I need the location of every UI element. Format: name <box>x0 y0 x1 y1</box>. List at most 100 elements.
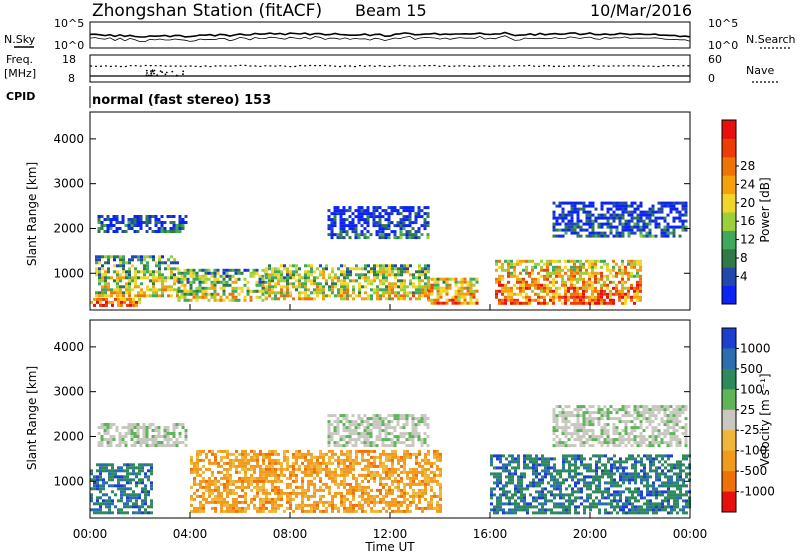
echo-cell <box>367 270 370 274</box>
echo-cell <box>169 227 173 230</box>
echo-cell <box>349 491 352 495</box>
echo-cell <box>517 502 520 506</box>
echo-cell <box>378 227 382 231</box>
echo-cell <box>334 473 337 477</box>
echo-cell <box>427 500 430 504</box>
echo-cell <box>136 230 140 233</box>
echo-cell <box>286 282 289 286</box>
echo-cell <box>234 295 238 299</box>
echo-cell <box>160 221 164 224</box>
echo-cell <box>499 454 502 458</box>
echo-cell <box>228 283 232 287</box>
echo-cell <box>115 215 119 218</box>
echo-cell <box>367 464 370 468</box>
echo-cell <box>399 206 403 210</box>
echo-cell <box>549 271 552 275</box>
echo-cell <box>349 449 352 453</box>
echo-cell <box>622 511 625 515</box>
echo-cell <box>97 221 101 224</box>
echo-cell <box>109 423 113 426</box>
echo-cell <box>258 295 262 299</box>
echo-cell <box>642 222 646 226</box>
echo-cell <box>135 466 138 470</box>
echo-cell <box>238 464 241 468</box>
echo-cell <box>274 461 277 465</box>
echo-cell <box>367 467 370 471</box>
echo-cell <box>301 500 304 504</box>
echo-cell <box>370 449 373 453</box>
echo-cell <box>361 267 364 271</box>
echo-cell <box>123 297 126 301</box>
echo-cell <box>363 426 367 430</box>
echo-cell <box>96 481 99 485</box>
echo-cell <box>681 222 685 226</box>
echo-cell <box>128 267 131 271</box>
echo-cell <box>310 279 313 283</box>
echo-cell <box>391 273 394 277</box>
echo-cell <box>271 291 274 295</box>
echo-cell <box>646 490 649 494</box>
echo-cell <box>349 464 352 468</box>
echo-cell <box>582 271 585 275</box>
echo-cell <box>544 502 547 506</box>
echo-cell <box>367 494 370 498</box>
echo-cell <box>147 463 150 467</box>
echo-cell <box>588 225 592 229</box>
echo-cell <box>234 286 238 290</box>
echo-cell <box>591 274 594 278</box>
echo-cell <box>223 488 226 492</box>
echo-cell <box>594 259 597 263</box>
echo-cell <box>436 464 439 468</box>
echo-cell <box>193 479 196 483</box>
echo-cell <box>415 506 418 510</box>
echo-cell <box>101 273 104 277</box>
echo-cell <box>649 454 652 458</box>
echo-cell <box>388 282 391 286</box>
echo-cell <box>627 204 631 208</box>
echo-cell <box>574 472 577 476</box>
echo-cell <box>414 230 418 234</box>
echo-cell <box>561 411 565 415</box>
echo-cell <box>553 475 556 479</box>
echo-cell <box>304 491 307 495</box>
echo-cell <box>214 506 217 510</box>
echo-cell <box>117 303 120 307</box>
echo-cell <box>420 215 424 219</box>
echo-cell <box>333 429 337 433</box>
echo-cell <box>313 276 316 280</box>
echo-cell <box>420 438 424 442</box>
echo-cell <box>142 438 146 441</box>
echo-cell <box>331 506 334 510</box>
echo-cell <box>670 469 673 473</box>
echo-cell <box>661 457 664 461</box>
echo-cell <box>327 215 331 219</box>
echo-cell <box>331 509 334 513</box>
echo-cell <box>573 271 576 275</box>
echo-cell <box>256 494 259 498</box>
echo-cell <box>433 298 437 302</box>
echo-cell <box>255 271 259 275</box>
echo-cell <box>265 452 268 456</box>
echo-cell <box>490 454 493 458</box>
echo-cell <box>313 455 316 459</box>
echo-cell <box>612 274 615 278</box>
echo-cell <box>116 264 119 268</box>
echo-cell <box>537 280 540 284</box>
echo-cell <box>167 276 170 280</box>
echo-cell <box>415 455 418 459</box>
echo-cell <box>589 481 592 485</box>
echo-cell <box>343 503 346 507</box>
echo-cell <box>140 288 143 292</box>
echo-cell <box>658 475 661 479</box>
echo-cell <box>130 224 134 227</box>
echo-cell <box>292 297 295 301</box>
echo-cell <box>634 469 637 473</box>
echo-cell <box>666 225 670 229</box>
echo-cell <box>313 476 316 480</box>
echo-cell <box>553 469 556 473</box>
echo-cell <box>246 286 250 290</box>
echo-cell <box>231 289 235 293</box>
echo-cell <box>384 426 388 430</box>
echo-cell <box>366 209 370 213</box>
echo-cell <box>427 298 431 302</box>
